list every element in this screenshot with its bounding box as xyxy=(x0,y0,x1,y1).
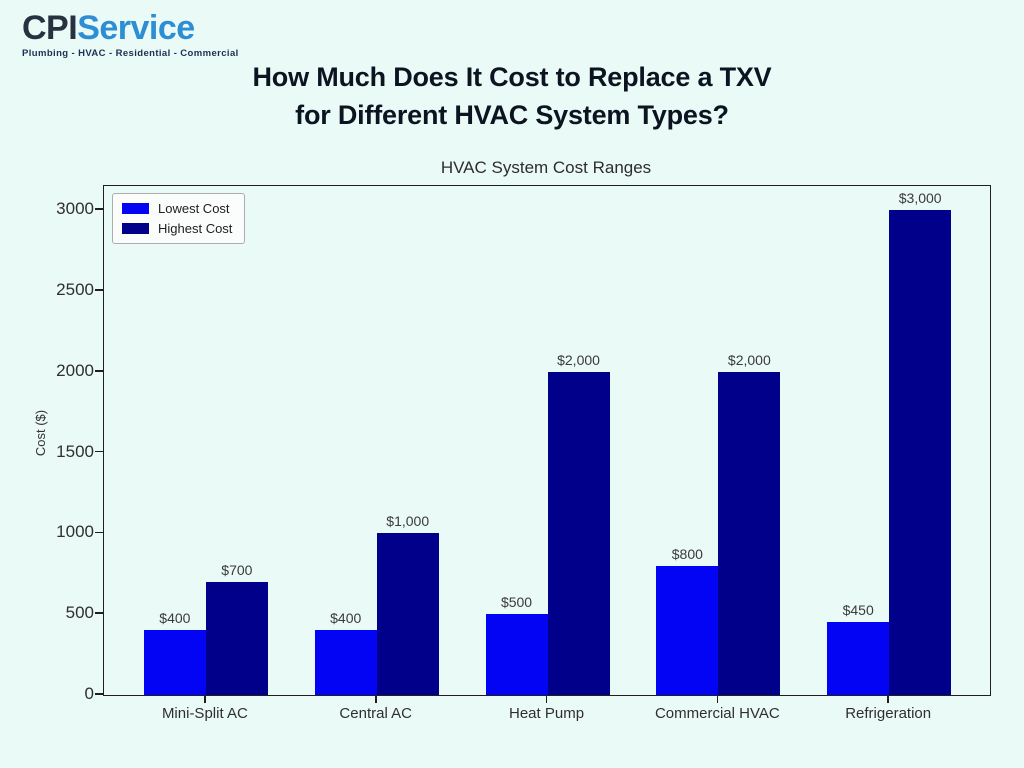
logo-brand-primary: CPI xyxy=(22,9,78,47)
y-tick-mark xyxy=(95,693,103,695)
y-axis-title: Cost ($) xyxy=(33,409,48,457)
logo: CPIService Plumbing - HVAC - Residential… xyxy=(22,10,239,59)
bar-highest-cost-heat-pump xyxy=(547,371,610,695)
y-tick-mark xyxy=(95,612,103,614)
bar-value-label-highest-cost-central-ac: $1,000 xyxy=(386,513,430,530)
bar-value-label-highest-cost-mini-split-ac: $700 xyxy=(221,561,253,578)
legend-item-highest-cost: Highest Cost xyxy=(122,221,232,236)
y-tick-label-2000: 2000 xyxy=(56,360,94,380)
y-tick-label-1500: 1500 xyxy=(56,441,94,461)
y-tick-mark xyxy=(95,370,103,372)
bar-value-label-lowest-cost-commercial-hvac: $800 xyxy=(671,545,703,562)
plot-area: $400 $700 $400 $1,000 $500 $2,000 $800 $2,000 $4… xyxy=(103,185,991,696)
legend-label-highest-cost: Highest Cost xyxy=(158,221,233,236)
bar-value-label-highest-cost-refrigeration: $3,000 xyxy=(898,190,942,207)
x-tick-mark xyxy=(374,696,377,703)
x-tick-mark xyxy=(887,696,889,703)
legend-swatch-lowest-cost xyxy=(122,203,149,214)
bar-value-label-lowest-cost-heat-pump: $500 xyxy=(500,594,533,611)
bar-lowest-cost-heat-pump xyxy=(485,614,548,695)
x-tick-mark xyxy=(204,696,206,703)
logo-wordmark: CPIService xyxy=(22,10,239,46)
bar-highest-cost-commercial-hvac xyxy=(718,371,781,695)
y-tick-mark xyxy=(95,289,103,291)
y-tick-label-3000: 3000 xyxy=(56,199,94,219)
y-tick-mark xyxy=(95,450,103,453)
bar-highest-cost-mini-split-ac xyxy=(205,581,268,695)
bar-highest-cost-refrigeration xyxy=(889,210,952,695)
y-tick-label-1000: 1000 xyxy=(56,522,94,542)
bar-value-label-highest-cost-commercial-hvac: $2,000 xyxy=(727,351,771,368)
legend-swatch-highest-cost xyxy=(122,223,149,234)
x-tick-mark xyxy=(545,696,548,703)
x-tick-label-commercial-hvac: Commercial HVAC xyxy=(654,705,780,722)
y-tick-label-500: 500 xyxy=(65,603,94,623)
chart-title: HVAC System Cost Ranges xyxy=(440,158,652,177)
bar-lowest-cost-central-ac xyxy=(314,630,377,695)
bar-highest-cost-central-ac xyxy=(376,533,439,695)
x-tick-label-central-ac: Central AC xyxy=(339,705,412,722)
page-title-line2: for Different HVAC System Types? xyxy=(295,100,729,130)
x-tick-label-heat-pump: Heat Pump xyxy=(509,705,585,722)
legend-item-lowest-cost: Lowest Cost xyxy=(122,201,232,216)
x-tick-label-mini-split-ac: Mini-Split AC xyxy=(161,705,248,722)
y-tick-mark xyxy=(95,208,103,211)
bar-lowest-cost-refrigeration xyxy=(827,622,890,695)
y-tick-label-0: 0 xyxy=(84,684,94,703)
y-tick-mark xyxy=(95,531,103,534)
y-tick-label-2500: 2500 xyxy=(56,280,94,300)
legend-label-lowest-cost: Lowest Cost xyxy=(158,201,230,216)
x-tick-label-refrigeration: Refrigeration xyxy=(845,705,932,722)
bar-lowest-cost-commercial-hvac xyxy=(656,565,719,695)
bar-value-label-lowest-cost-refrigeration: $450 xyxy=(842,602,874,619)
logo-brand-secondary: Service xyxy=(77,9,195,47)
bar-value-label-lowest-cost-mini-split-ac: $400 xyxy=(159,610,191,627)
chart: HVAC System Cost Ranges Cost ($) $400 $70… xyxy=(0,150,1024,768)
page-title: How Much Does It Cost to Replace a TXV f… xyxy=(0,58,1024,134)
bar-lowest-cost-mini-split-ac xyxy=(143,630,206,695)
page-title-line1: How Much Does It Cost to Replace a TXV xyxy=(252,62,772,92)
x-tick-mark xyxy=(716,696,719,703)
logo-tagline: Plumbing - HVAC - Residential - Commerci… xyxy=(22,48,239,59)
bar-value-label-highest-cost-heat-pump: $2,000 xyxy=(557,351,600,368)
legend: Lowest Cost Highest Cost xyxy=(112,193,246,244)
bar-value-label-lowest-cost-central-ac: $400 xyxy=(330,610,362,627)
